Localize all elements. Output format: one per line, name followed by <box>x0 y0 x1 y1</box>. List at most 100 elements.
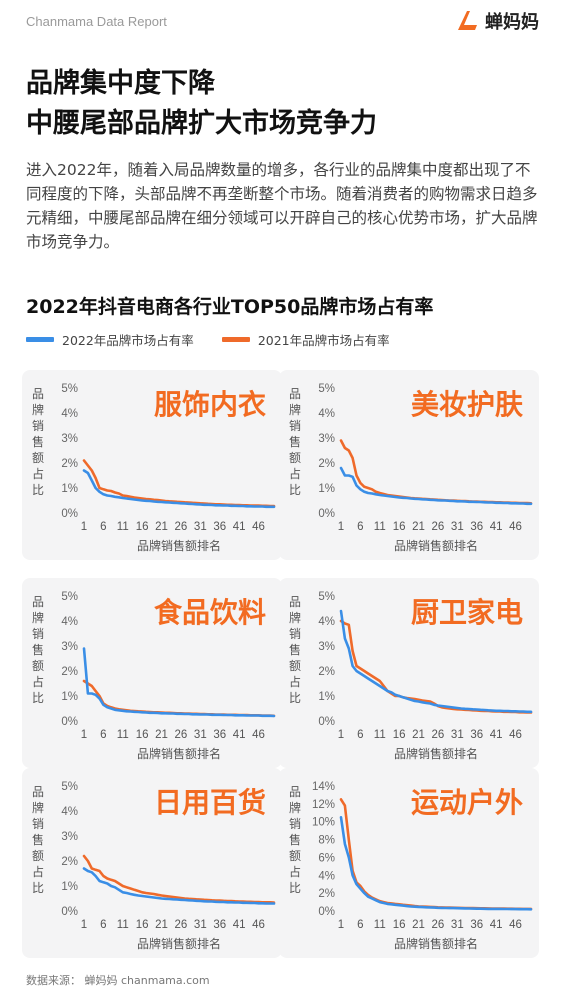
x-tick-label: 21 <box>155 521 168 533</box>
x-tick-label: 36 <box>213 919 226 931</box>
y-tick-label: 4% <box>318 616 335 628</box>
category-title: 厨卫家电 <box>411 596 523 629</box>
series-line-2022 <box>339 609 533 714</box>
x-tick-label: 36 <box>470 521 483 533</box>
x-tick-label: 11 <box>117 521 129 533</box>
y-axis-label-char: 额 <box>289 659 301 673</box>
y-axis-label-char: 售 <box>32 434 44 449</box>
y-tick-label: 1% <box>61 483 78 495</box>
x-tick-label: 31 <box>194 729 207 741</box>
series-line-2022 <box>339 816 533 911</box>
x-tick-label: 26 <box>175 521 188 533</box>
y-axis-label-char: 额 <box>32 849 44 863</box>
y-axis-label-char: 占 <box>289 674 301 689</box>
y-axis-label-char: 牌 <box>289 611 301 625</box>
x-axis-title: 品牌销售额排名 <box>137 746 221 761</box>
x-tick-label: 1 <box>81 729 87 741</box>
intro-paragraph: 进入2022年，随着入局品牌数量的增多，各行业的品牌集中度都出现了不同程度的下降… <box>26 161 538 251</box>
legend-label-2022: 2022年品牌市场占有率 <box>62 333 194 348</box>
x-tick-label: 16 <box>136 729 149 741</box>
y-tick-label: 0% <box>61 716 78 728</box>
y-tick-label: 3% <box>318 641 335 653</box>
y-tick-label: 2% <box>61 666 78 678</box>
y-tick-label: 5% <box>61 383 78 395</box>
y-axis-label-char: 占 <box>32 674 44 689</box>
y-axis-label-char: 比 <box>32 483 44 497</box>
y-axis-label-char: 品 <box>32 785 44 799</box>
y-axis-label-char: 售 <box>32 642 44 657</box>
y-tick-label: 4% <box>61 616 78 628</box>
y-axis-label-char: 比 <box>32 691 44 705</box>
legend-swatch-2021 <box>221 337 250 342</box>
series-line-2021 <box>82 679 276 718</box>
x-axis-title: 品牌销售额排名 <box>394 746 478 761</box>
x-tick-label: 6 <box>100 729 106 741</box>
y-tick-label: 3% <box>318 433 335 445</box>
y-tick-label: 3% <box>61 831 78 843</box>
y-tick-label: 0% <box>61 906 78 918</box>
x-tick-label: 1 <box>338 729 344 741</box>
series-line-2021 <box>82 459 276 508</box>
x-tick-label: 26 <box>432 521 445 533</box>
chart-section-title: 2022年抖音电商各行业TOP50品牌市场占有率 <box>26 296 434 318</box>
y-axis-label-char: 品 <box>289 785 301 799</box>
y-tick-label: 0% <box>318 716 335 728</box>
x-tick-label: 6 <box>357 521 363 533</box>
x-tick-label: 46 <box>509 521 522 533</box>
x-tick-label: 21 <box>412 729 425 741</box>
legend-label-2021: 2021年品牌市场占有率 <box>257 333 390 348</box>
y-tick-label: 5% <box>61 591 78 603</box>
x-tick-label: 6 <box>357 919 363 931</box>
legend-item-2022: 2022年品牌市场占有率 <box>26 330 194 349</box>
x-tick-label: 21 <box>155 729 168 741</box>
report-header: Chanmama Data Report 蝉妈妈 <box>0 0 561 46</box>
series-line-2022 <box>82 469 276 509</box>
x-tick-label: 11 <box>117 729 129 741</box>
x-axis-title: 品牌销售额排名 <box>137 936 221 951</box>
y-tick-label: 14% <box>312 781 335 793</box>
chart-panel-apparel: 品牌销售额占比 0% 1% 2% 3% 4% 5% 1 6 11 16 21 26 31 36 41 46 品牌销… <box>22 370 282 560</box>
y-axis-label-char: 牌 <box>289 403 301 417</box>
y-tick-label: 4% <box>61 408 78 420</box>
x-axis-title: 品牌销售额排名 <box>394 936 478 951</box>
y-axis-label-char: 占 <box>32 864 44 879</box>
y-tick-label: 2% <box>318 666 335 678</box>
y-axis-label-char: 牌 <box>32 611 44 625</box>
x-tick-label: 11 <box>374 729 386 741</box>
report-label: Chanmama Data Report <box>26 14 167 29</box>
series-line-2022 <box>82 647 276 718</box>
y-tick-label: 3% <box>61 641 78 653</box>
x-tick-label: 1 <box>338 521 344 533</box>
category-title: 服饰内衣 <box>154 388 266 421</box>
category-title: 运动户外 <box>411 786 523 819</box>
x-tick-label: 41 <box>233 919 246 931</box>
x-tick-label: 16 <box>136 919 149 931</box>
x-tick-label: 41 <box>233 521 246 533</box>
y-tick-label: 10% <box>312 817 335 829</box>
y-axis-label-char: 销 <box>289 419 301 433</box>
x-tick-label: 46 <box>252 729 265 741</box>
chanmama-logo-icon <box>458 11 477 30</box>
y-axis-label-char: 比 <box>289 881 301 895</box>
chart-panel-beauty: 品牌销售额占比 0% 1% 2% 3% 4% 5% 1 6 11 16 21 26 31 36 41 46 品牌销… <box>279 370 539 560</box>
y-tick-label: 1% <box>61 881 78 893</box>
y-tick-label: 2% <box>318 458 335 470</box>
x-tick-label: 41 <box>490 521 503 533</box>
y-axis-label-char: 销 <box>32 419 44 433</box>
x-tick-label: 31 <box>194 521 207 533</box>
chart-panel-appliance: 品牌销售额占比 0% 1% 2% 3% 4% 5% 1 6 11 16 21 26 31 36 41 46 品牌销… <box>279 578 539 768</box>
y-tick-label: 1% <box>61 691 78 703</box>
y-axis-label-char: 售 <box>289 832 301 847</box>
chart-panel-household: 品牌销售额占比 0% 1% 2% 3% 4% 5% 1 6 11 16 21 26 31 36 41 46 品牌销… <box>22 768 282 958</box>
x-tick-label: 1 <box>338 919 344 931</box>
x-tick-label: 6 <box>100 521 106 533</box>
y-axis-label-char: 比 <box>289 483 301 497</box>
series-line-2022 <box>82 867 276 905</box>
x-tick-label: 11 <box>374 919 386 931</box>
y-axis-label-char: 销 <box>289 627 301 641</box>
legend-item-2021: 2021年品牌市场占有率 <box>221 330 390 349</box>
y-axis-label-char: 额 <box>32 451 44 465</box>
